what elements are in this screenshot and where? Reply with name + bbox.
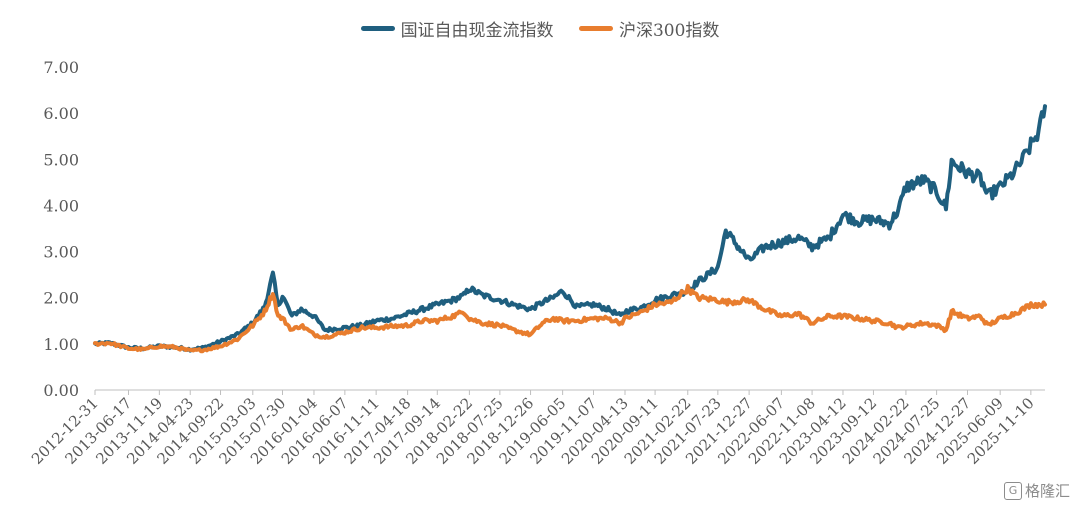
watermark-logo-icon: G	[1003, 481, 1022, 500]
legend-item-fcf-index: 国证自由现金流指数	[360, 16, 554, 41]
x-axis-ticks: 2012-12-312013-06-172013-11-192014-04-23…	[28, 390, 1038, 468]
y-axis-ticks: 0.00 1.00 2.00 3.00 4.00 5.00 6.00 7.00	[43, 58, 79, 400]
series-line-0	[93, 104, 1047, 353]
y-tick-label: 4.00	[43, 196, 79, 215]
legend-label-csi300: 沪深300指数	[618, 21, 720, 41]
chart-legend: 国证自由现金流指数 沪深300指数	[0, 16, 1080, 41]
y-tick-label: 5.00	[43, 150, 79, 169]
y-tick-label: 6.00	[43, 104, 79, 123]
y-tick-label: 0.00	[43, 381, 79, 400]
series-line-1	[93, 283, 1047, 354]
y-tick-label: 3.00	[43, 243, 79, 262]
series-lines	[93, 104, 1047, 354]
y-tick-label: 1.00	[43, 335, 79, 354]
legend-label-fcf-index: 国证自由现金流指数	[400, 21, 554, 41]
watermark: G 格隆汇	[1003, 480, 1070, 501]
y-tick-label: 7.00	[43, 58, 79, 77]
y-tick-label: 2.00	[43, 289, 79, 308]
watermark-text: 格隆汇	[1024, 482, 1070, 500]
legend-swatch-fcf-index	[360, 26, 395, 31]
legend-swatch-csi300	[578, 26, 613, 31]
legend-item-csi300: 沪深300指数	[578, 16, 720, 41]
